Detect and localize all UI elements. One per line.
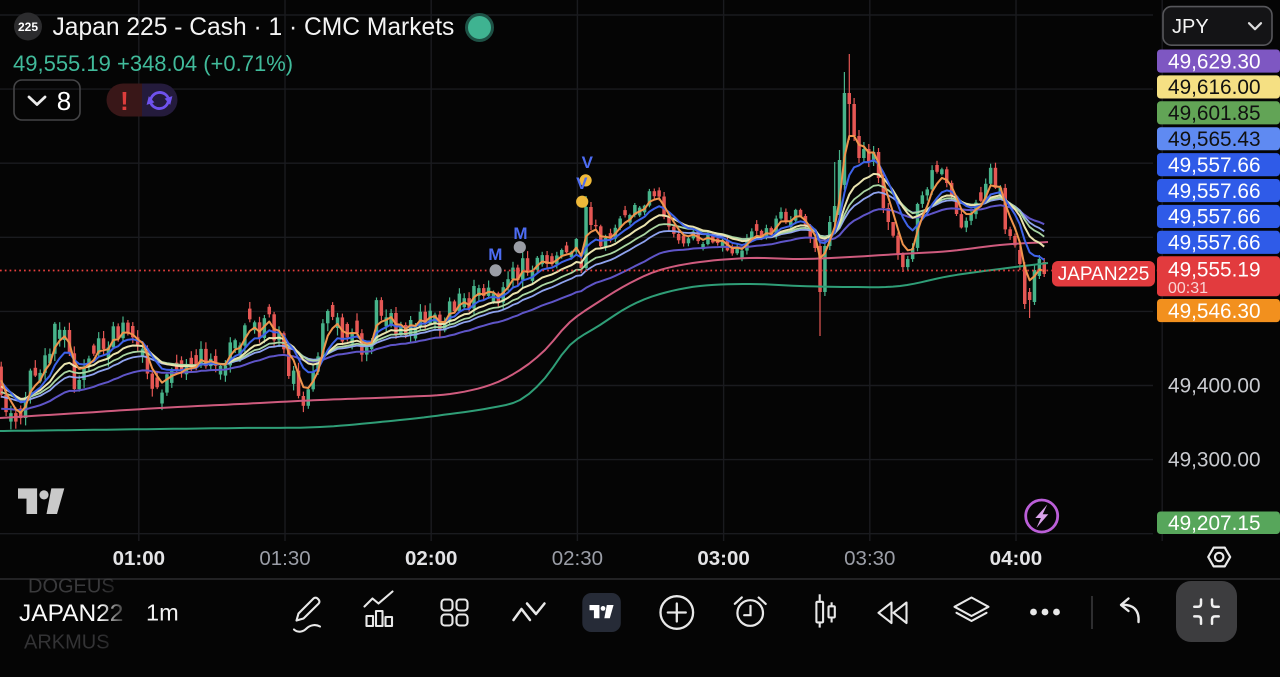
- svg-text:DOGEUS: DOGEUS: [28, 576, 115, 598]
- svg-text:49,557.66: 49,557.66: [1168, 206, 1261, 229]
- svg-text:00:31: 00:31: [1168, 280, 1208, 297]
- svg-text:49,207.15: 49,207.15: [1168, 512, 1261, 535]
- svg-text:03:30: 03:30: [844, 547, 895, 570]
- svg-text:49,546.30: 49,546.30: [1168, 300, 1261, 323]
- svg-text:1m: 1m: [146, 600, 179, 626]
- svg-text:8: 8: [57, 86, 71, 116]
- svg-text:01:00: 01:00: [113, 547, 165, 570]
- svg-text:49,555.19 +348.04 (+0.71%): 49,555.19 +348.04 (+0.71%): [13, 51, 293, 76]
- svg-text:V: V: [576, 174, 588, 193]
- svg-text:49,616.00: 49,616.00: [1168, 76, 1261, 99]
- svg-text:225: 225: [18, 20, 38, 34]
- svg-text:M: M: [513, 224, 527, 243]
- svg-text:49,629.30: 49,629.30: [1168, 50, 1261, 73]
- svg-text:V: V: [582, 153, 594, 172]
- svg-text:49,565.43: 49,565.43: [1168, 128, 1261, 151]
- svg-text:M: M: [488, 245, 502, 264]
- svg-text:49,557.66: 49,557.66: [1168, 154, 1261, 177]
- svg-text:49,601.85: 49,601.85: [1168, 102, 1261, 125]
- svg-text:49,300.00: 49,300.00: [1168, 449, 1261, 472]
- svg-text:JPY: JPY: [1172, 16, 1209, 38]
- svg-text:04:00: 04:00: [990, 547, 1042, 570]
- svg-text:03:00: 03:00: [697, 547, 749, 570]
- svg-text:JAPAN225: JAPAN225: [1058, 264, 1150, 285]
- svg-text:01:30: 01:30: [259, 547, 310, 570]
- svg-text:49,555.19: 49,555.19: [1168, 259, 1261, 282]
- svg-text:Japan 225 - Cash · 1 · CMC Mar: Japan 225 - Cash · 1 · CMC Markets: [53, 14, 455, 41]
- svg-text:49,400.00: 49,400.00: [1168, 375, 1261, 398]
- svg-text:49,557.66: 49,557.66: [1168, 232, 1261, 255]
- svg-text:02:00: 02:00: [405, 547, 457, 570]
- svg-text:02:30: 02:30: [552, 547, 603, 570]
- svg-text:49,557.66: 49,557.66: [1168, 180, 1261, 203]
- svg-text:!: !: [120, 86, 129, 116]
- svg-text:ARKMUS: ARKMUS: [24, 632, 110, 654]
